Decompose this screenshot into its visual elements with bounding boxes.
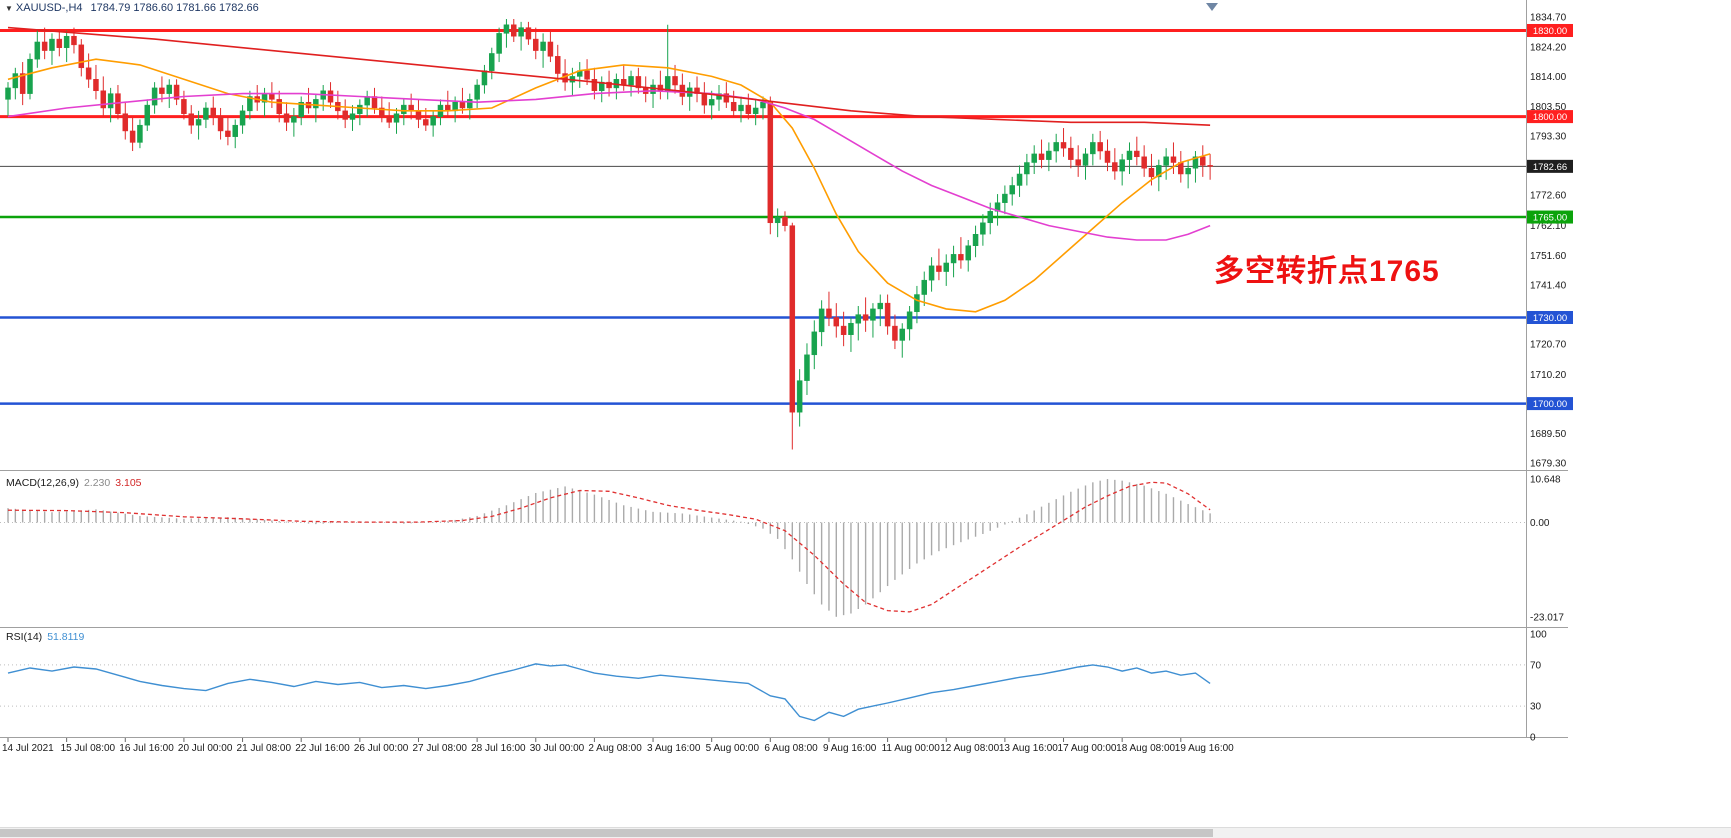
rsi-panel: 100 70 30 0 xyxy=(0,630,1547,744)
date-tick: 16 Jul 16:00 xyxy=(119,743,174,754)
rsi-axis-tick: 100 xyxy=(1530,630,1547,641)
price-tick: 1803.50 xyxy=(1530,102,1567,113)
date-tick: 13 Aug 16:00 xyxy=(999,743,1058,754)
date-tick: 3 Aug 16:00 xyxy=(647,743,701,754)
rsi-indicator-label: RSI(14) 51.8119 xyxy=(6,631,84,643)
price-badge: 1730.00 xyxy=(1527,310,1573,324)
rsi-axis-tick: 70 xyxy=(1530,660,1542,671)
price-tick: 1824.20 xyxy=(1530,43,1567,54)
date-tick: 27 Jul 08:00 xyxy=(412,743,467,754)
date-tick: 19 Aug 16:00 xyxy=(1175,743,1234,754)
chart-shift-marker-icon[interactable] xyxy=(1206,3,1218,11)
price-tick: 1793.30 xyxy=(1530,131,1567,142)
rsi-axis-tick: 0 xyxy=(1530,733,1536,744)
macd-signal-line xyxy=(7,481,1211,613)
date-axis: 14 Jul 2021 15 Jul 08:00 16 Jul 16:00 20 Ju… xyxy=(2,738,1234,754)
date-tick: 18 Aug 08:00 xyxy=(1116,743,1175,754)
symbol-timeframe-label: XAUUSD-,H4 xyxy=(15,2,83,14)
svg-text:1765.00: 1765.00 xyxy=(1533,213,1567,224)
price-tick: 1814.00 xyxy=(1530,72,1567,83)
price-badge: 1800.00 xyxy=(1527,110,1573,124)
date-tick: 22 Jul 16:00 xyxy=(295,743,350,754)
price-tick: 1834.70 xyxy=(1530,13,1567,24)
panel-separators xyxy=(0,0,1568,738)
macd-signal-value: 3.105 xyxy=(115,477,142,489)
ma-slow-red xyxy=(7,26,1211,126)
svg-text:1700.00: 1700.00 xyxy=(1533,399,1567,410)
rsi-axis-tick: 30 xyxy=(1530,702,1542,713)
symbol-header: ▼ XAUUSD-,H4 1784.79 1786.60 1781.66 1782.… xyxy=(5,2,259,14)
date-tick: 5 Aug 00:00 xyxy=(706,743,760,754)
rsi-name: RSI(14) xyxy=(6,631,43,643)
date-tick: 14 Jul 2021 xyxy=(2,743,54,754)
price-tick: 1751.60 xyxy=(1530,251,1567,262)
date-tick: 17 Aug 00:00 xyxy=(1058,743,1117,754)
price-tick: 1710.20 xyxy=(1530,370,1567,381)
symbol-caret-icon[interactable]: ▼ xyxy=(5,4,13,13)
date-tick: 15 Jul 08:00 xyxy=(61,743,116,754)
svg-text:1782.66: 1782.66 xyxy=(1533,162,1567,173)
date-tick: 9 Aug 16:00 xyxy=(823,743,877,754)
date-tick: 28 Jul 16:00 xyxy=(471,743,526,754)
date-tick: 11 Aug 00:00 xyxy=(882,743,941,754)
horizontal-levels-layer xyxy=(0,28,1526,405)
chart-text-annotation[interactable]: 多空转折点1765 xyxy=(1214,255,1440,288)
date-tick: 30 Jul 00:00 xyxy=(530,743,585,754)
price-tick: 1720.70 xyxy=(1530,340,1567,351)
date-tick: 20 Jul 00:00 xyxy=(178,743,233,754)
horizontal-scrollbar[interactable] xyxy=(0,827,1731,838)
date-tick: 26 Jul 00:00 xyxy=(354,743,409,754)
moving-averages-layer xyxy=(7,26,1211,313)
macd-axis-tick: 0.00 xyxy=(1530,518,1550,529)
horizontal-scrollbar-handle[interactable] xyxy=(0,829,1213,837)
price-badge: 1700.00 xyxy=(1527,397,1573,411)
candles-layer xyxy=(5,19,1213,450)
price-badge: 1782.66 xyxy=(1527,159,1573,173)
price-tick: 1762.10 xyxy=(1530,221,1567,232)
macd-name: MACD(12,26,9) xyxy=(6,477,79,489)
rsi-line xyxy=(7,663,1211,722)
ma-mid-magenta xyxy=(7,89,1211,241)
price-badge: 1830.00 xyxy=(1527,23,1573,37)
ohlc-readout: 1784.79 1786.60 1781.66 1782.66 xyxy=(90,2,259,14)
svg-text:1800.00: 1800.00 xyxy=(1533,112,1567,123)
price-tick: 1772.60 xyxy=(1530,191,1567,202)
svg-text:1730.00: 1730.00 xyxy=(1533,313,1567,324)
date-tick: 6 Aug 08:00 xyxy=(764,743,818,754)
macd-axis-tick: 10.648 xyxy=(1530,474,1561,485)
price-axis: 1834.70 1824.20 1814.00 1803.50 1793.30 1772.… xyxy=(1527,13,1573,470)
date-tick: 12 Aug 08:00 xyxy=(940,743,999,754)
rsi-value: 51.8119 xyxy=(47,631,85,643)
ma-fast-orange xyxy=(7,58,1211,313)
date-tick: 21 Jul 08:00 xyxy=(237,743,292,754)
macd-value: 2.230 xyxy=(83,477,111,489)
macd-axis-tick: -23.017 xyxy=(1530,612,1564,623)
macd-panel: 10.648 0.00 -23.017 xyxy=(0,474,1564,623)
svg-text:1830.00: 1830.00 xyxy=(1533,26,1567,37)
price-tick: 1689.50 xyxy=(1530,429,1567,440)
date-tick: 2 Aug 08:00 xyxy=(588,743,642,754)
price-tick: 1741.40 xyxy=(1530,280,1567,291)
price-badge: 1765.00 xyxy=(1527,210,1573,224)
price-tick: 1679.30 xyxy=(1530,459,1567,470)
macd-indicator-label: MACD(12,26,9) 2.230 3.105 xyxy=(6,477,142,489)
